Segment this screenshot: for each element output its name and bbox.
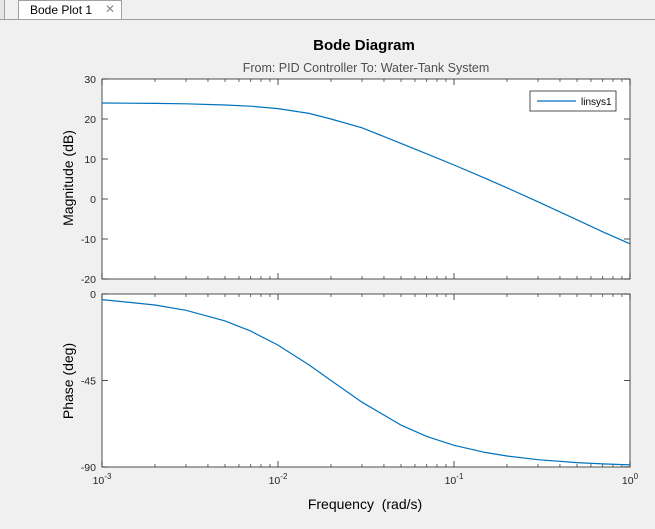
phase-x-tick-label: 100 (622, 472, 639, 487)
phase-axes-frame (101, 293, 631, 468)
legend: linsys1 (529, 90, 617, 112)
magnitude-y-tick-label: 0 (90, 194, 96, 206)
phase-y-tick-label: -45 (81, 376, 96, 388)
phase-x-tick-label: 10-2 (269, 472, 288, 487)
phase-plot-area (102, 294, 630, 467)
figure-canvas: Bode Diagram From: PID Controller To: Wa… (0, 20, 655, 524)
phase-ylabel: Phase (deg) (60, 343, 76, 419)
magnitude-y-tick-label: 20 (84, 114, 96, 126)
phase-y-tick-label: -90 (81, 462, 96, 474)
phase-series-linsys1 (101, 299, 631, 466)
tab-bode-plot-1[interactable]: Bode Plot 1 ✕ (18, 0, 122, 19)
magnitude-ylabel: Magnitude (dB) (60, 130, 76, 226)
magnitude-y-tick-label: -20 (81, 274, 96, 286)
legend-label: linsys1 (581, 97, 612, 108)
magnitude-y-tick-label: -10 (81, 234, 96, 246)
chart-title: Bode Diagram (313, 37, 415, 54)
phase-y-tick-label: 0 (90, 289, 96, 301)
tab-label: Bode Plot 1 (30, 3, 93, 17)
tab-bar-edge (0, 0, 5, 19)
magnitude-axes-frame (101, 78, 631, 280)
phase-x-tick-label: 10-3 (93, 472, 112, 487)
magnitude-series-linsys1 (101, 102, 631, 245)
chart-subtitle: From: PID Controller To: Water-Tank Syst… (243, 61, 490, 75)
magnitude-plot-area (102, 79, 630, 279)
tab-bar: Bode Plot 1 ✕ (0, 0, 655, 20)
bode-chart: Bode Diagram From: PID Controller To: Wa… (60, 37, 639, 512)
magnitude-plot: -20 -10 0 10 20 30 linsys1 (81, 74, 631, 286)
magnitude-y-tick-label: 30 (84, 74, 96, 86)
magnitude-y-tick-label: 10 (84, 154, 96, 166)
close-icon[interactable]: ✕ (105, 2, 116, 16)
phase-x-tick-label: 10-1 (445, 472, 464, 487)
x-axis-label: Frequency (rad/s) (308, 496, 422, 512)
